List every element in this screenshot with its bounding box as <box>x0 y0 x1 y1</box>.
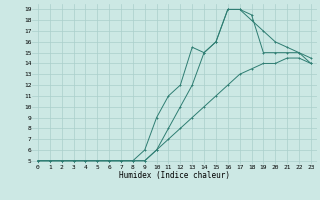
X-axis label: Humidex (Indice chaleur): Humidex (Indice chaleur) <box>119 171 230 180</box>
